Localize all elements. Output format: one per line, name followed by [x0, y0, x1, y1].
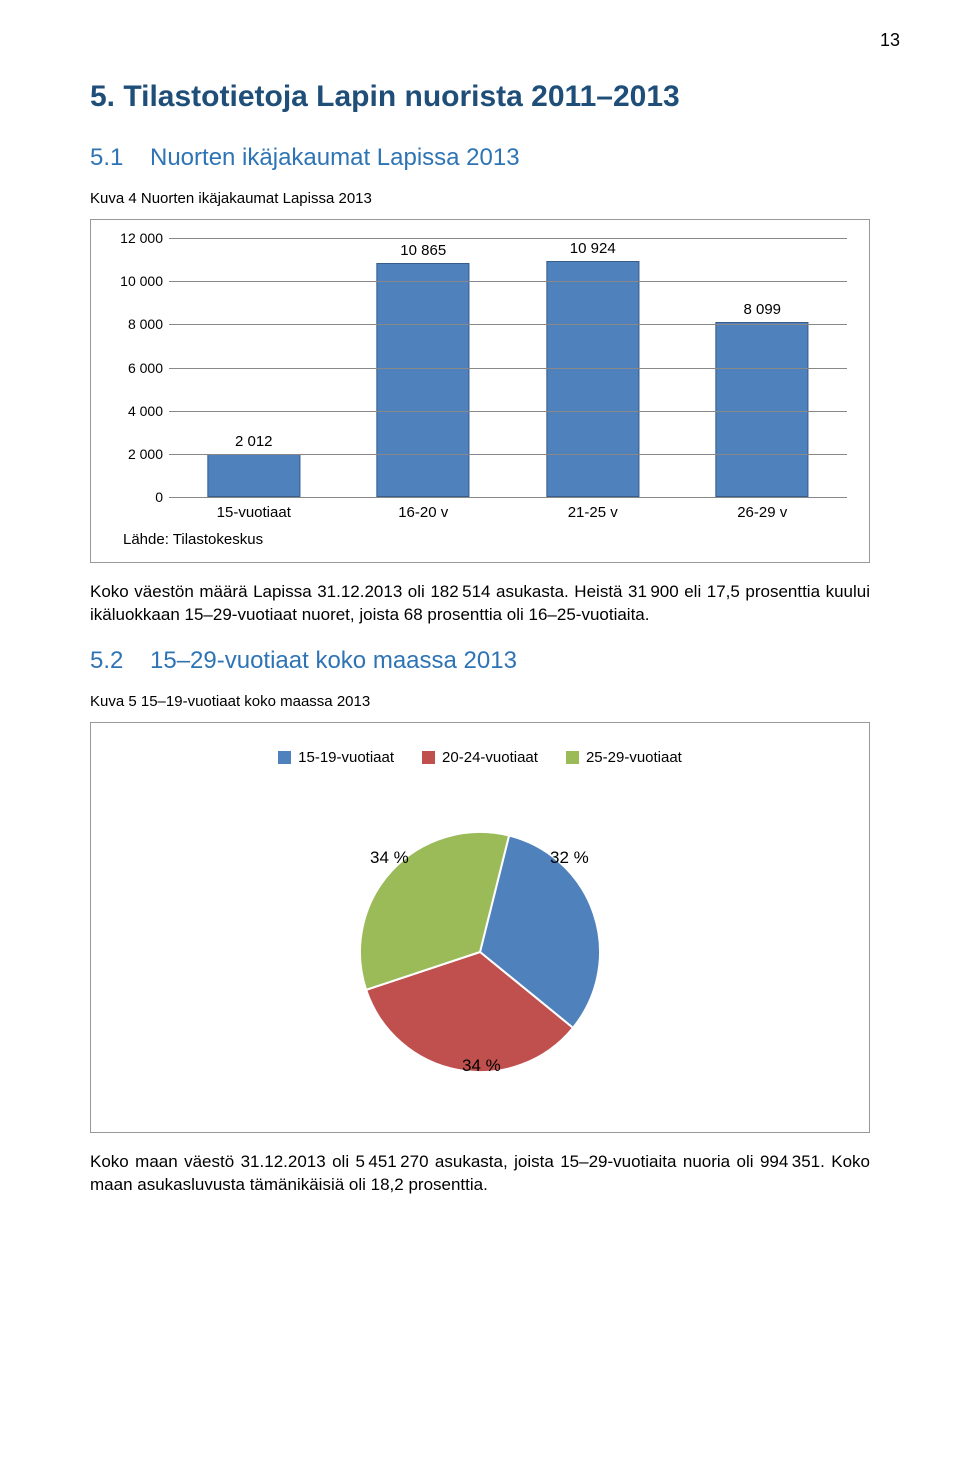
x-tick-label: 16-20 v	[339, 504, 509, 521]
heading-main: 5. Tilastotietoja Lapin nuorista 2011–20…	[90, 80, 870, 114]
bar-x-labels: 15-vuotiaat16-20 v21-25 v26-29 v	[169, 504, 847, 521]
pie-slice-label: 34 %	[370, 848, 409, 868]
legend-label: 25-29-vuotiaat	[586, 749, 682, 766]
pie-slice-label: 32 %	[550, 848, 589, 868]
bar	[716, 322, 809, 497]
section-title: 15–29-vuotiaat koko maassa 2013	[150, 647, 517, 674]
y-tick-label: 8 000	[113, 316, 163, 332]
bar-value-label: 10 865	[400, 242, 446, 259]
legend-label: 15-19-vuotiaat	[298, 749, 394, 766]
section-5-2-heading: 5.215–29-vuotiaat koko maassa 2013	[90, 647, 870, 675]
grid-line	[169, 281, 847, 282]
section-number: 5.2	[90, 647, 150, 675]
legend-item: 15-19-vuotiaat	[278, 749, 394, 766]
section-5-1-heading: 5.1Nuorten ikäjakaumat Lapissa 2013	[90, 144, 870, 172]
section-title: Nuorten ikäjakaumat Lapissa 2013	[150, 144, 520, 171]
pie-chart: 15-19-vuotiaat 20-24-vuotiaat 25-29-vuotia…	[90, 722, 870, 1133]
x-tick-label: 21-25 v	[508, 504, 678, 521]
y-tick-label: 2 000	[113, 446, 163, 462]
page-number: 13	[880, 30, 900, 51]
x-tick-label: 26-29 v	[678, 504, 848, 521]
body-paragraph-1: Koko väestön määrä Lapissa 31.12.2013 ol…	[90, 581, 870, 627]
bar-value-label: 8 099	[743, 301, 781, 318]
pie-holder: 32 % 34 % 34 %	[320, 792, 640, 1112]
legend-item: 25-29-vuotiaat	[566, 749, 682, 766]
legend-item: 20-24-vuotiaat	[422, 749, 538, 766]
grid-line	[169, 324, 847, 325]
y-tick-label: 12 000	[113, 230, 163, 246]
chart-source: Lähde: Tilastokeskus	[123, 531, 847, 548]
body-paragraph-2: Koko maan väestö 31.12.2013 oli 5 451 27…	[90, 1151, 870, 1197]
legend-swatch	[566, 751, 579, 764]
y-tick-label: 10 000	[113, 273, 163, 289]
pie-legend: 15-19-vuotiaat 20-24-vuotiaat 25-29-vuotia…	[113, 749, 847, 766]
section-number: 5.1	[90, 144, 150, 172]
grid-line	[169, 454, 847, 455]
y-tick-label: 6 000	[113, 360, 163, 376]
figure-5-caption: Kuva 5 15–19-vuotiaat koko maassa 2013	[90, 693, 870, 710]
bar-value-label: 10 924	[570, 240, 616, 257]
legend-swatch	[422, 751, 435, 764]
bar	[377, 263, 470, 498]
bar	[207, 454, 300, 497]
bar-plot-area: 2 01210 86510 9248 099 02 0004 0006 0008…	[169, 238, 847, 498]
bar-value-label: 2 012	[235, 433, 273, 450]
legend-label: 20-24-vuotiaat	[442, 749, 538, 766]
bar-chart: 2 012 10 865 10 924 8 099 0 2 000 4 000 6 000 8…	[90, 219, 870, 563]
x-tick-label: 15-vuotiaat	[169, 504, 339, 521]
grid-line	[169, 411, 847, 412]
figure-4-caption: Kuva 4 Nuorten ikäjakaumat Lapissa 2013	[90, 190, 870, 207]
y-tick-label: 4 000	[113, 403, 163, 419]
legend-swatch	[278, 751, 291, 764]
grid-line	[169, 368, 847, 369]
page: 13 5. Tilastotietoja Lapin nuorista 2011…	[0, 0, 960, 1275]
y-tick-label: 0	[113, 489, 163, 505]
bar	[546, 261, 639, 497]
grid-line	[169, 238, 847, 239]
pie-slice-label: 34 %	[462, 1056, 501, 1076]
